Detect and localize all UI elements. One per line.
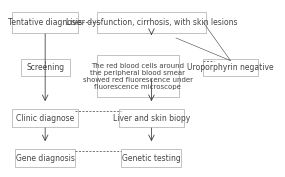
Text: Screening: Screening [26, 63, 64, 72]
Text: Clinic diagnose: Clinic diagnose [16, 114, 74, 123]
FancyBboxPatch shape [119, 109, 184, 127]
Text: Tentative diagnosis: Tentative diagnosis [8, 18, 82, 27]
FancyBboxPatch shape [97, 12, 206, 33]
Text: Gene diagnosis: Gene diagnosis [16, 154, 75, 163]
FancyBboxPatch shape [13, 109, 78, 127]
FancyBboxPatch shape [21, 59, 70, 76]
FancyBboxPatch shape [203, 59, 258, 76]
Text: Uroporphyrin negative: Uroporphyrin negative [187, 63, 274, 72]
FancyBboxPatch shape [97, 55, 179, 97]
FancyBboxPatch shape [15, 150, 75, 167]
Text: The red blood cells around
the peripheral blood smear
showed red fluorescence un: The red blood cells around the periphera… [83, 63, 193, 90]
FancyBboxPatch shape [121, 150, 182, 167]
Text: Liver dysfunction, cirrhosis, with skin lesions: Liver dysfunction, cirrhosis, with skin … [66, 18, 237, 27]
Text: Genetic testing: Genetic testing [122, 154, 181, 163]
Text: Liver and skin biopy: Liver and skin biopy [113, 114, 190, 123]
FancyBboxPatch shape [13, 12, 78, 33]
